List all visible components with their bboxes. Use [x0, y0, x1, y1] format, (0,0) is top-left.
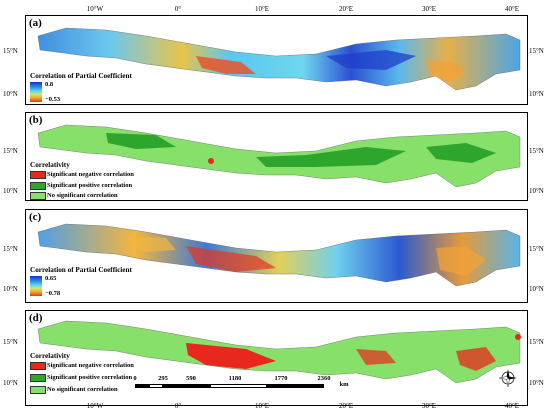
legend-label: Significant positive correlation [47, 182, 133, 189]
hotspot [186, 246, 276, 272]
panel-tag: (a) [29, 17, 42, 29]
lon-label: 10°E [254, 402, 270, 410]
lat-label: 10°N [3, 285, 18, 293]
negative-area [456, 347, 496, 371]
legend-swatch-none [30, 386, 46, 394]
lat-label: 15°N [529, 245, 544, 253]
positive-area [256, 147, 406, 167]
panel-d-map [37, 320, 521, 384]
hotspot [436, 246, 486, 276]
legend-swatch-negative [30, 171, 46, 179]
legend-title: Correlation of Partial Coefficient [30, 266, 132, 274]
lat-label: 15°N [3, 245, 18, 253]
panel-c: (c) Correlation of Partial Coefficient 0… [25, 209, 528, 303]
legend-label: Significant negative correlation [47, 171, 134, 178]
hotspot [196, 56, 256, 74]
north-arrow-compass [497, 367, 519, 389]
panel-a: (a) Correlation of Partial Coefficient 0… [25, 15, 528, 105]
legend-label: No significant correlation [47, 192, 118, 199]
legend-swatch-none [30, 192, 46, 200]
negative-spot [515, 334, 521, 340]
legend-label: Significant positive correlation [47, 374, 133, 381]
lon-label: 10°W [86, 5, 104, 13]
scale-tick: 0 [133, 375, 137, 382]
legend-title: Correlativity [30, 161, 70, 169]
lon-label: 10°W [86, 402, 104, 410]
panel-a-map [37, 27, 521, 91]
panel-d: (d) Correlativity Significant negative c… [25, 310, 528, 406]
lon-label: 30°E [421, 402, 437, 410]
scale-tick: 2360 [317, 375, 331, 382]
region-shape [37, 320, 521, 384]
colorbar-min: −0.78 [45, 290, 61, 297]
region-shape [37, 27, 521, 91]
scale-segment [267, 384, 324, 388]
lat-label: 10°N [3, 379, 18, 387]
colorbar-min: −0.53 [45, 96, 61, 103]
lon-label: 0° [174, 5, 182, 13]
scale-tick: 1770 [274, 375, 288, 382]
legend-swatch-positive [30, 374, 46, 382]
legend-title: Correlativity [30, 352, 70, 360]
scale-segment [210, 384, 267, 388]
lat-label: 15°N [3, 338, 18, 346]
colorbar-max: 0.8 [45, 81, 54, 88]
hotspot [426, 60, 466, 82]
lat-label: 10°N [529, 187, 544, 195]
lat-label: 10°N [529, 90, 544, 98]
panel-tag: (d) [29, 312, 43, 324]
legend-label: No significant correlation [47, 386, 118, 393]
lon-label: 40°E [504, 5, 520, 13]
scale-tick: 1180 [228, 375, 242, 382]
lat-label: 15°N [3, 147, 18, 155]
compass-icon [498, 369, 517, 388]
lon-label: 20°E [338, 402, 354, 410]
scale-tick: 295 [158, 375, 168, 382]
lat-label: 10°N [3, 187, 18, 195]
lon-label: 30°E [421, 5, 437, 13]
lon-label: 40°E [504, 402, 520, 410]
colorbar-max: 0.65 [45, 275, 57, 282]
scale-tick: 590 [186, 375, 196, 382]
negative-area [356, 349, 396, 365]
lon-label: 0° [174, 402, 182, 410]
lat-label: 15°N [3, 47, 18, 55]
positive-area [106, 133, 176, 149]
lat-label: 15°N [529, 338, 544, 346]
negative-area [186, 343, 276, 369]
colorbar [30, 82, 42, 102]
lat-label: 10°N [529, 285, 544, 293]
legend-title: Correlation of Partial Coefficient [30, 72, 132, 80]
legend-label: Significant negative correlation [47, 362, 134, 369]
panel-b-map [37, 124, 521, 188]
scale-unit: km [339, 381, 349, 388]
scale-segment [149, 384, 163, 388]
lon-label: 20°E [338, 5, 354, 13]
legend-swatch-negative [30, 362, 46, 370]
lat-label: 15°N [529, 47, 544, 55]
lon-label: 10°E [254, 5, 270, 13]
panel-b: (b) Correlativity Significant negative c… [25, 112, 528, 201]
panel-tag: (c) [29, 211, 42, 223]
negative-spot [208, 158, 214, 164]
panel-tag: (b) [29, 114, 43, 126]
positive-area [426, 143, 496, 163]
scale-segment [163, 384, 210, 388]
panel-c-map [37, 223, 521, 287]
hotspot [326, 50, 416, 70]
lat-label: 10°N [3, 90, 18, 98]
lat-label: 10°N [529, 379, 544, 387]
colorbar [30, 276, 42, 296]
lat-label: 15°N [529, 147, 544, 155]
legend-swatch-positive [30, 182, 46, 190]
scale-bar: 0 295 590 1180 1770 2360 km [133, 375, 373, 404]
scale-segment [135, 384, 149, 388]
hotspot [126, 236, 176, 252]
